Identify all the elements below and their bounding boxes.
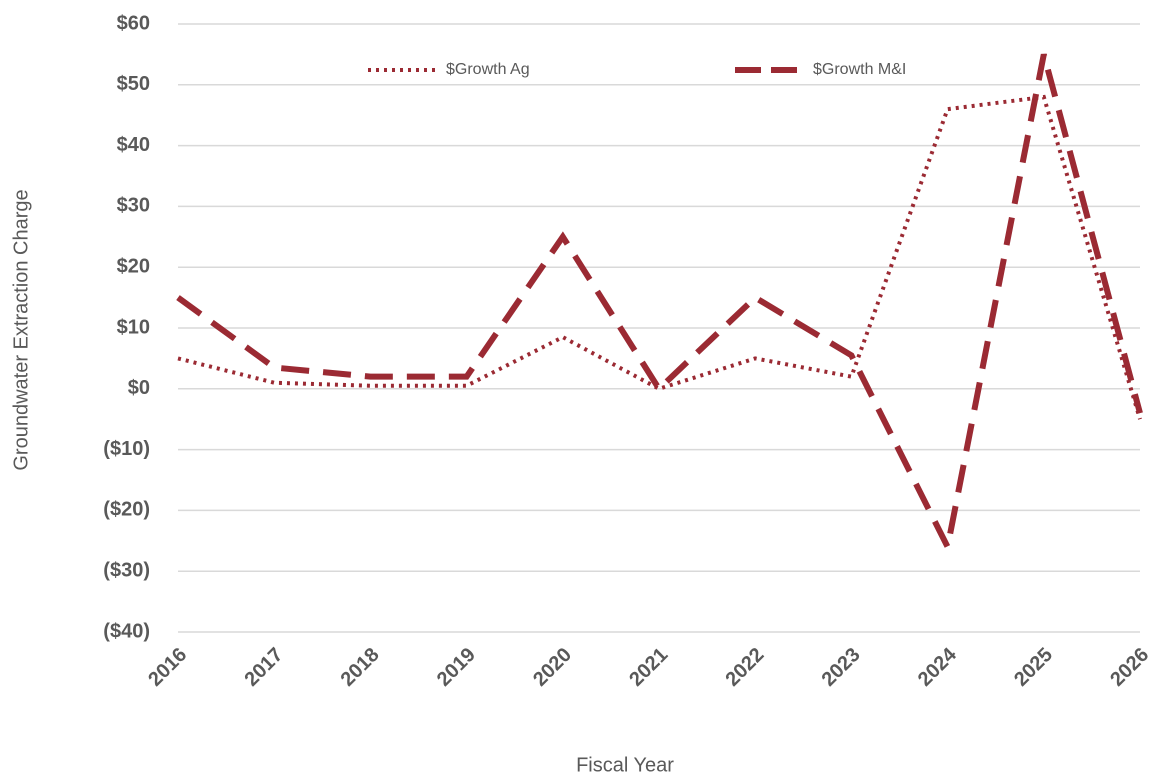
y-tick-label: ($20) xyxy=(103,499,150,521)
x-tick-label: 2017 xyxy=(240,644,287,691)
y-tick-label: $0 xyxy=(128,377,150,399)
y-tick-label: $40 xyxy=(117,134,150,156)
y-tick-label: ($30) xyxy=(103,559,150,581)
x-tick-label: 2019 xyxy=(433,644,480,691)
x-tick-label: 2024 xyxy=(914,643,962,691)
x-tick-label: 2020 xyxy=(529,644,576,691)
series-line xyxy=(177,94,1142,420)
y-tick-label: ($10) xyxy=(103,438,150,460)
x-tick-label: 2022 xyxy=(721,644,768,691)
x-tick-label: 2021 xyxy=(625,644,672,691)
x-tick-label: 2025 xyxy=(1010,644,1057,691)
y-tick-label: $50 xyxy=(117,73,150,95)
y-axis-title: Groundwater Extraction Charge xyxy=(10,189,32,470)
series-line xyxy=(176,53,1143,557)
x-tick-label: 2026 xyxy=(1106,644,1151,691)
y-tick-label: $60 xyxy=(117,12,150,34)
y-tick-label: $20 xyxy=(117,255,150,277)
y-tick-label: $10 xyxy=(117,316,150,338)
legend-label: $Growth M&I xyxy=(813,61,906,78)
x-tick-label: 2018 xyxy=(337,644,384,691)
x-tick-label: 2016 xyxy=(144,644,191,691)
x-tick-label: 2023 xyxy=(818,644,865,691)
legend-label: $Growth Ag xyxy=(446,61,530,78)
y-tick-label: ($40) xyxy=(103,620,150,642)
x-axis-title: Fiscal Year xyxy=(576,754,674,776)
y-tick-label: $30 xyxy=(117,195,150,217)
